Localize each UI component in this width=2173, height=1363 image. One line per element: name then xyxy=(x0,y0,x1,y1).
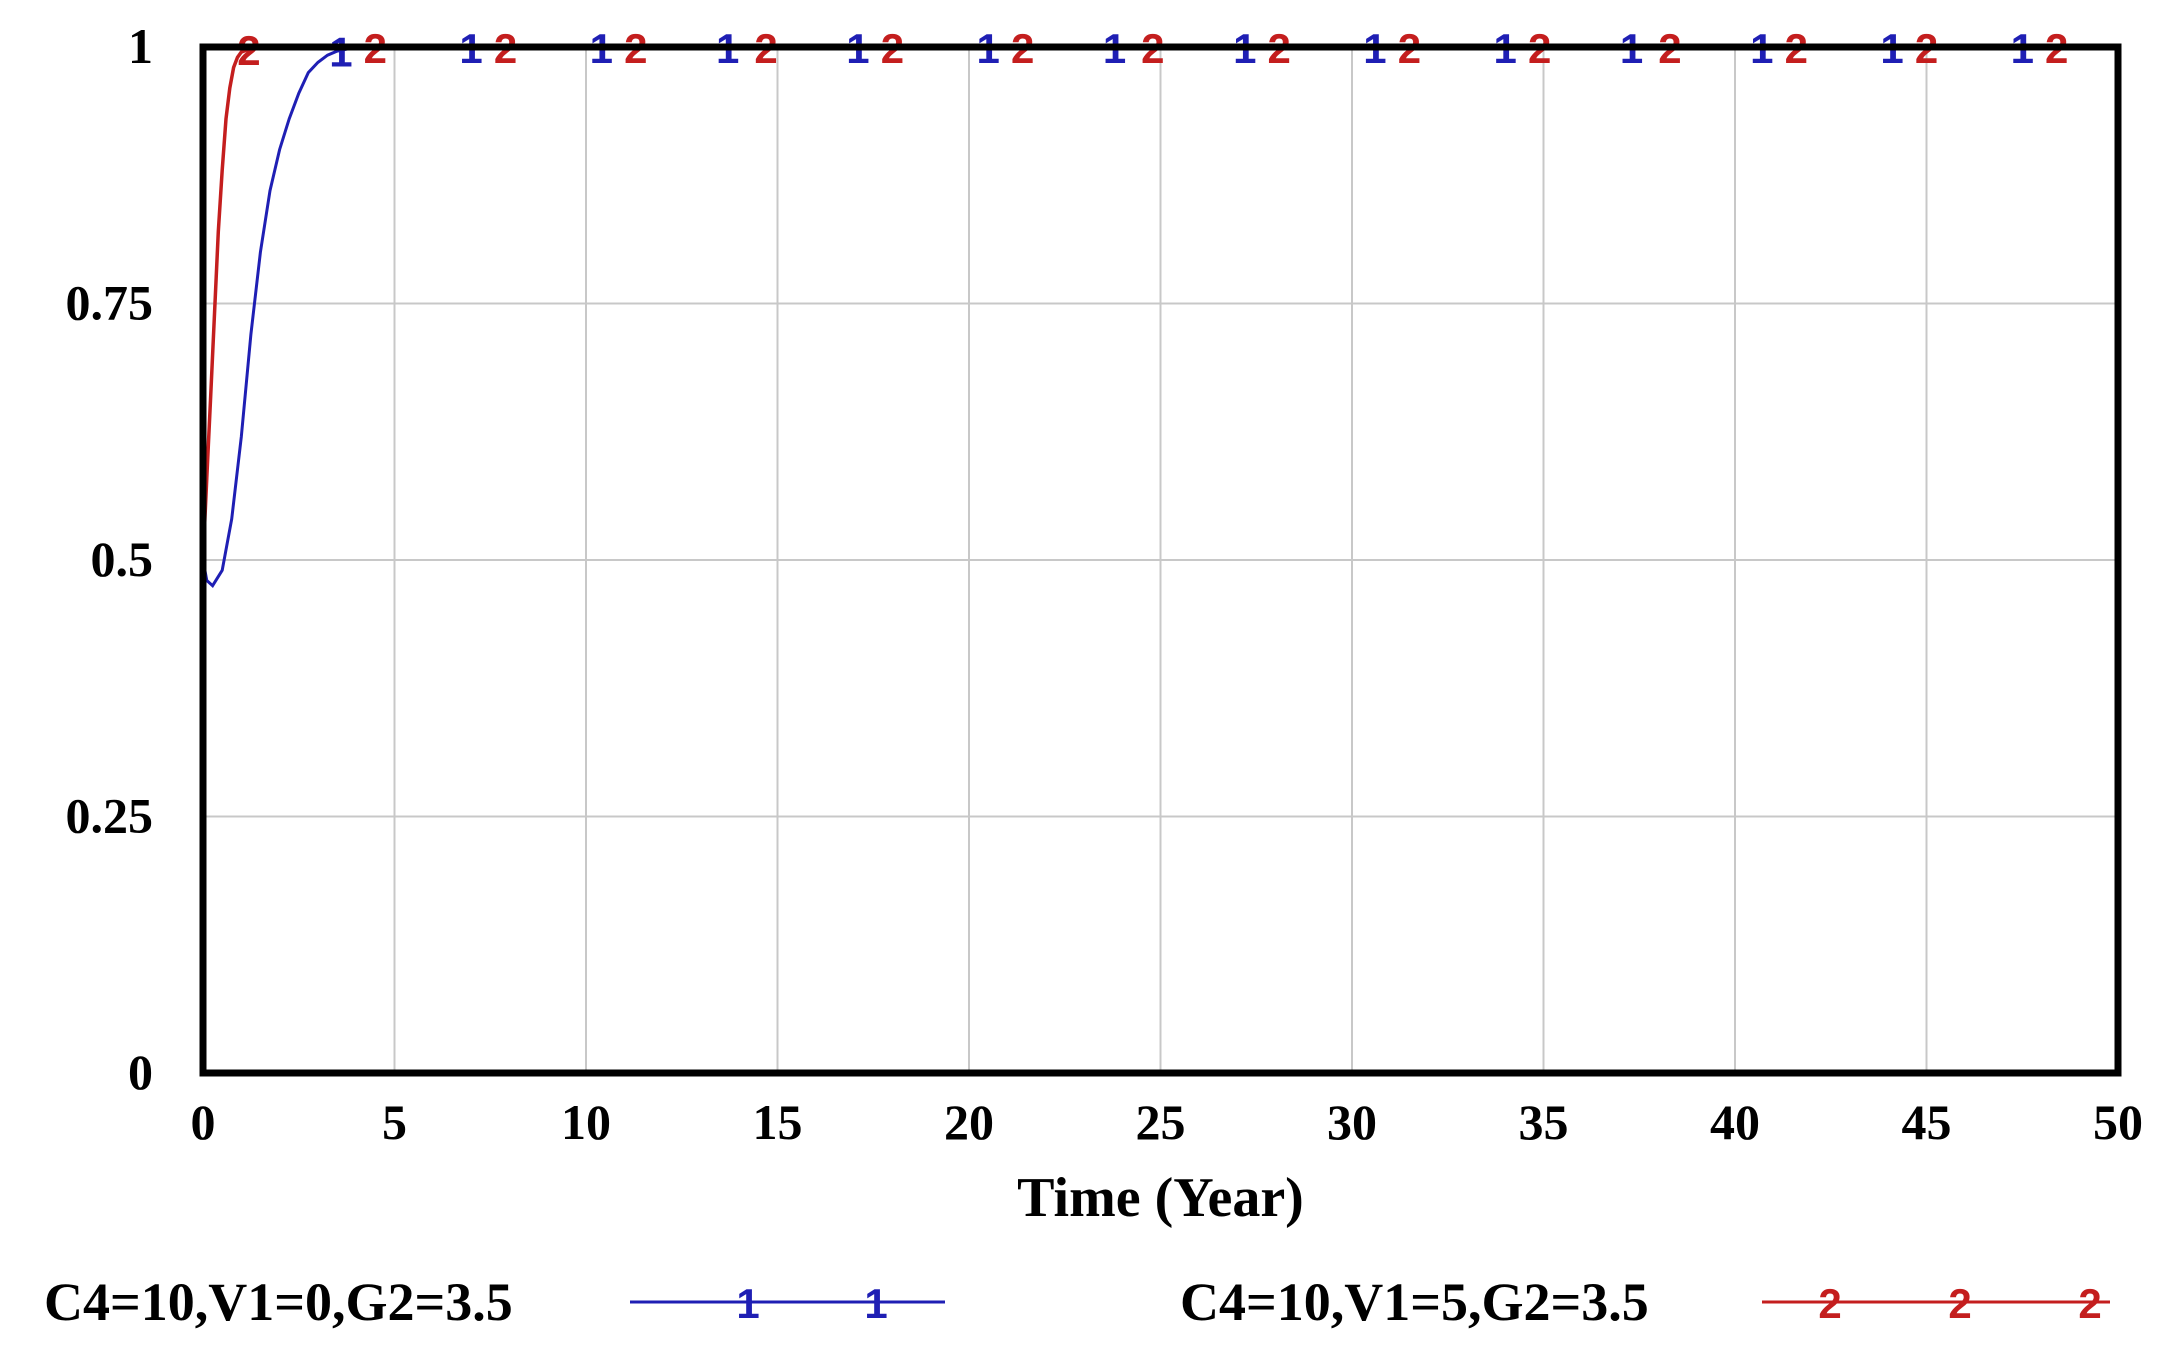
x-tick-labels: 0 5 10 15 20 25 30 35 40 45 50 xyxy=(191,1094,2144,1150)
legend-marker: 1 xyxy=(736,1280,759,1327)
x-tick-label: 15 xyxy=(753,1094,803,1150)
y-tick-label: 0.25 xyxy=(66,788,154,844)
x-tick-label: 0 xyxy=(191,1094,216,1150)
x-tick-label: 40 xyxy=(1710,1094,1760,1150)
grid-layer xyxy=(203,47,2118,1073)
y-tick-label: 0 xyxy=(128,1044,153,1100)
plot-frame xyxy=(199,43,2122,1077)
x-tick-label: 35 xyxy=(1519,1094,1569,1150)
x-tick-label: 25 xyxy=(1136,1094,1186,1150)
legend-marker: 2 xyxy=(1818,1280,1841,1327)
x-tick-label: 10 xyxy=(561,1094,611,1150)
series-marker: 2 xyxy=(237,27,260,74)
legend-marker: 2 xyxy=(2078,1280,2101,1327)
legend-marker: 2 xyxy=(1948,1280,1971,1327)
legend-label: C4=10,V1=5,G2=3.5 xyxy=(1180,1272,1649,1332)
legend-marker: 1 xyxy=(864,1280,887,1327)
y-tick-label: 0.75 xyxy=(66,275,154,331)
y-tick-labels: 0 0.25 0.5 0.75 1 xyxy=(66,18,154,1100)
legend-label: C4=10,V1=0,G2=3.5 xyxy=(44,1272,513,1332)
y-tick-label: 1 xyxy=(128,18,153,74)
y-tick-label: 0.5 xyxy=(91,531,154,587)
x-tick-label: 45 xyxy=(1902,1094,1952,1150)
x-tick-label: 20 xyxy=(944,1094,994,1150)
x-axis-title: Time (Year) xyxy=(1017,1167,1304,1229)
x-tick-label: 30 xyxy=(1327,1094,1377,1150)
x-tick-label: 5 xyxy=(382,1094,407,1150)
legend: C4=10,V1=0,G2=3.5 1 1 C4=10,V1=5,G2=3.5 2 2 2 xyxy=(44,1272,2110,1332)
x-tick-label: 50 xyxy=(2093,1094,2143,1150)
series-marker: 1 xyxy=(329,28,352,75)
